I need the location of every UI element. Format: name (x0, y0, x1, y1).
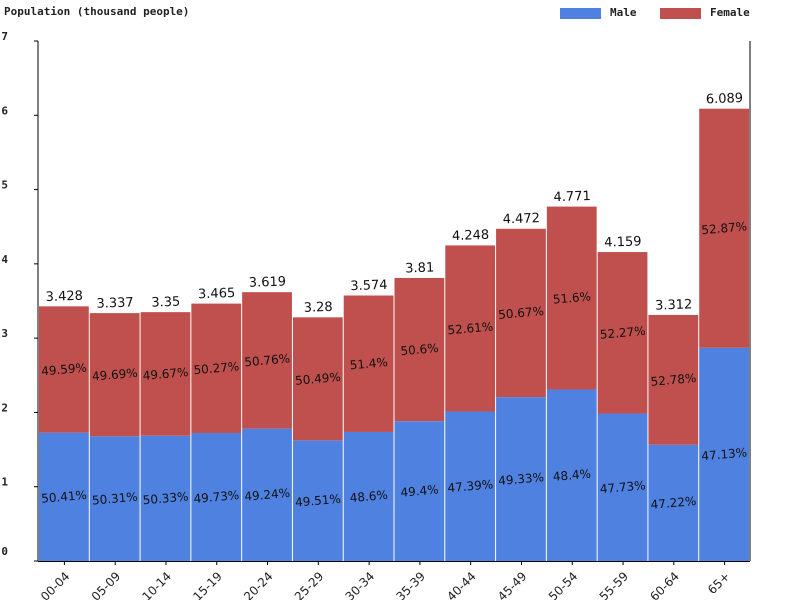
male-percent-label: 50.31% (91, 490, 138, 508)
bar-female-30-34 (343, 295, 394, 432)
bar-male-30-34 (343, 431, 394, 561)
female-percent-label: 52.61% (447, 319, 494, 337)
y-tick-label: 2 (1, 401, 8, 414)
total-value-label: 3.337 (96, 295, 134, 311)
x-tick-label: 20-24 (241, 569, 276, 600)
total-value-label: 3.35 (151, 295, 180, 311)
y-tick-label: 3 (1, 327, 8, 340)
y-tick-label: 1 (1, 476, 8, 489)
female-percent-label: 50.76% (244, 351, 291, 369)
bar-female-05-09 (89, 313, 140, 437)
bar-male-55-59 (597, 413, 648, 561)
male-percent-label: 49.73% (193, 488, 240, 506)
bar-female-45-49 (496, 228, 546, 398)
x-tick-label: 15-19 (190, 569, 225, 600)
female-percent-label: 49.59% (41, 361, 88, 379)
bar-male-10-14 (140, 435, 191, 561)
bar-male-65+ (699, 347, 749, 561)
bar-female-60-64 (648, 314, 699, 445)
female-percent-label: 50.6% (400, 341, 439, 358)
x-tick-label: 60-64 (647, 569, 682, 600)
total-value-label: 6.089 (706, 91, 744, 107)
y-tick-label: 7 (1, 30, 8, 43)
legend-swatch-female (660, 8, 701, 19)
x-tick-label: 50-54 (546, 569, 581, 600)
total-value-label: 4.771 (553, 189, 591, 205)
male-percent-label: 47.13% (701, 445, 748, 463)
x-tick-label: 10-14 (140, 569, 175, 600)
y-tick-label: 5 (1, 179, 8, 192)
male-percent-label: 47.73% (599, 478, 646, 496)
bar-female-35-39 (394, 277, 445, 422)
bar-female-20-24 (242, 292, 292, 429)
bar-female-25-29 (292, 317, 343, 441)
bar-female-55-59 (597, 252, 648, 414)
x-tick-label: 00-04 (38, 569, 73, 600)
bar-male-60-64 (648, 444, 699, 561)
total-value-label: 3.574 (350, 278, 388, 294)
bar-male-45-49 (496, 397, 546, 561)
legend-label-female: Female (710, 6, 750, 19)
total-value-label: 4.248 (452, 228, 490, 244)
bar-male-15-19 (191, 433, 242, 561)
bar-male-50-54 (546, 389, 597, 561)
bar-male-40-44 (445, 411, 496, 561)
female-percent-label: 49.69% (91, 366, 138, 384)
bar-female-00-04 (39, 306, 89, 433)
bar-male-20-24 (242, 428, 292, 561)
female-percent-label: 50.49% (295, 370, 342, 388)
total-value-label: 4.472 (502, 211, 540, 227)
female-percent-label: 51.6% (552, 289, 591, 306)
female-percent-label: 50.27% (193, 359, 240, 377)
bar-male-00-04 (39, 432, 89, 561)
legend-swatch-male (560, 8, 601, 19)
legend-label-male: Male (610, 6, 637, 19)
y-tick-label: 4 (1, 253, 8, 266)
total-value-label: 3.619 (249, 275, 287, 291)
female-percent-label: 52.87% (701, 219, 748, 237)
female-percent-label: 49.67% (142, 365, 189, 383)
female-percent-label: 50.67% (498, 304, 545, 322)
bar-male-05-09 (89, 436, 140, 561)
bar-female-65+ (699, 108, 749, 348)
male-percent-label: 47.39% (447, 477, 494, 495)
female-percent-label: 51.4% (349, 355, 388, 372)
y-tick-label: 0 (1, 545, 8, 558)
total-value-label: 3.28 (303, 300, 332, 316)
male-percent-label: 48.6% (349, 488, 388, 505)
total-value-label: 3.428 (45, 289, 83, 305)
x-tick-label: 40-44 (444, 569, 479, 600)
y-tick-label: 6 (1, 104, 8, 117)
x-tick-label: 30-34 (343, 569, 378, 600)
x-tick-label: 45-49 (495, 569, 530, 600)
male-percent-label: 49.24% (244, 486, 291, 504)
male-percent-label: 49.51% (295, 492, 342, 510)
bar-male-35-39 (394, 421, 445, 561)
male-percent-label: 48.4% (552, 467, 591, 484)
chart-title: Population (thousand people) (4, 5, 190, 18)
total-value-label: 3.81 (405, 260, 434, 276)
male-percent-label: 50.33% (142, 489, 189, 507)
bar-male-25-29 (292, 440, 343, 561)
bar-female-10-14 (140, 312, 191, 436)
bar-female-40-44 (445, 245, 496, 412)
male-percent-label: 47.22% (650, 494, 697, 512)
female-percent-label: 52.27% (599, 324, 646, 342)
x-tick-label: 35-39 (393, 569, 428, 600)
male-percent-label: 50.41% (41, 488, 88, 506)
male-percent-label: 49.33% (498, 470, 545, 488)
total-value-label: 3.465 (198, 286, 236, 302)
x-tick-label: 25-29 (292, 569, 327, 600)
x-tick-label: 05-09 (89, 569, 124, 600)
female-percent-label: 52.78% (650, 371, 697, 389)
bar-female-15-19 (191, 303, 242, 434)
x-tick-label: 55-59 (597, 569, 632, 600)
total-value-label: 4.159 (604, 234, 642, 250)
x-tick-label: 65+ (705, 569, 733, 597)
bar-female-50-54 (546, 206, 597, 390)
male-percent-label: 49.4% (400, 482, 439, 499)
total-value-label: 3.312 (655, 297, 693, 313)
